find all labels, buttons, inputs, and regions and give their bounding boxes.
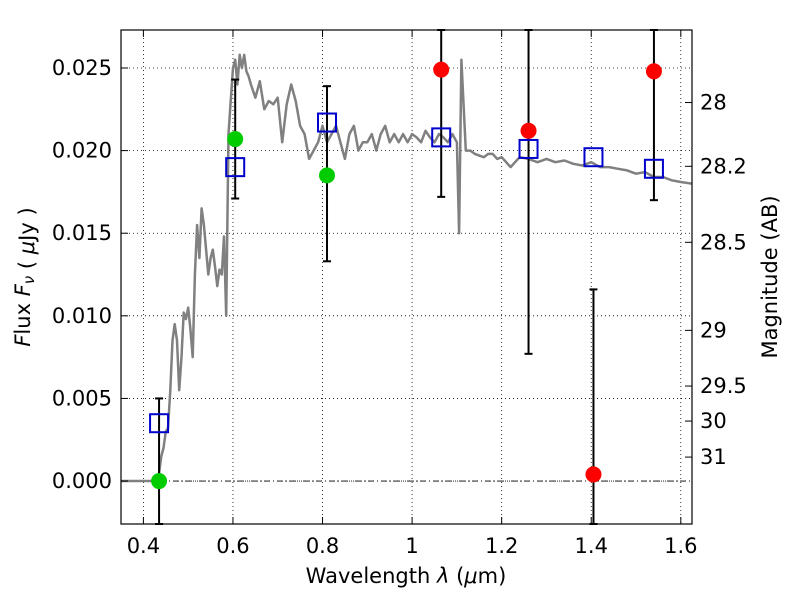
model-spectrum-line xyxy=(121,53,693,483)
right-tick-label: 28.5 xyxy=(700,230,747,254)
tick-labels: 0.4 0.6 0.8 1 1.2 1.4 1.6 0.000 0.005 0.010 0.015 0… xyxy=(52,56,747,558)
x-tick-label: 1.6 xyxy=(664,534,697,558)
model-box-marker xyxy=(149,413,170,434)
green-data-point xyxy=(319,167,336,184)
y-tick-label: 0.015 xyxy=(52,221,112,245)
right-axis-title: Magnitude (AB) xyxy=(758,195,782,358)
model-box-marker xyxy=(431,127,452,148)
red-data-point xyxy=(585,466,602,483)
y-tick-label: 0.010 xyxy=(52,304,112,328)
right-tick-label: 30 xyxy=(700,409,727,433)
x-tick-label: 1.2 xyxy=(485,534,518,558)
model-box-marker xyxy=(317,112,338,133)
x-axis-title: Wavelength λ (μm) xyxy=(306,564,507,588)
green-data-point xyxy=(151,473,168,490)
red-data-point xyxy=(520,122,537,139)
right-tick-label: 28.2 xyxy=(700,154,747,178)
x-tick-label: 0.4 xyxy=(127,534,160,558)
model-box-marker xyxy=(518,138,539,159)
x-tick-label: 1 xyxy=(405,534,418,558)
plot-frame xyxy=(120,29,693,525)
model-box-marker xyxy=(583,147,604,168)
model-box-marker xyxy=(643,158,664,179)
grid-lines xyxy=(121,30,692,524)
right-tick-label: 28 xyxy=(700,91,727,115)
tick-marks xyxy=(121,30,692,524)
y-tick-label: 0.020 xyxy=(52,139,112,163)
model-box-marker xyxy=(225,157,246,178)
y-tick-label: 0.000 xyxy=(52,469,112,493)
red-data-point xyxy=(433,61,450,78)
data-marker-layer xyxy=(149,61,664,490)
right-tick-label: 31 xyxy=(700,445,727,469)
model-spectrum-layer xyxy=(121,53,693,483)
red-data-point xyxy=(645,63,662,80)
right-tick-label: 29 xyxy=(700,318,727,342)
x-tick-label: 0.8 xyxy=(306,534,339,558)
green-data-point xyxy=(227,131,244,148)
x-tick-label: 0.6 xyxy=(216,534,249,558)
y-axis-title: Flux Fν ( μJy ) xyxy=(11,207,39,346)
x-tick-label: 1.4 xyxy=(575,534,608,558)
y-tick-label: 0.025 xyxy=(52,56,112,80)
right-tick-label: 29.5 xyxy=(700,374,747,398)
y-tick-label: 0.005 xyxy=(52,386,112,410)
